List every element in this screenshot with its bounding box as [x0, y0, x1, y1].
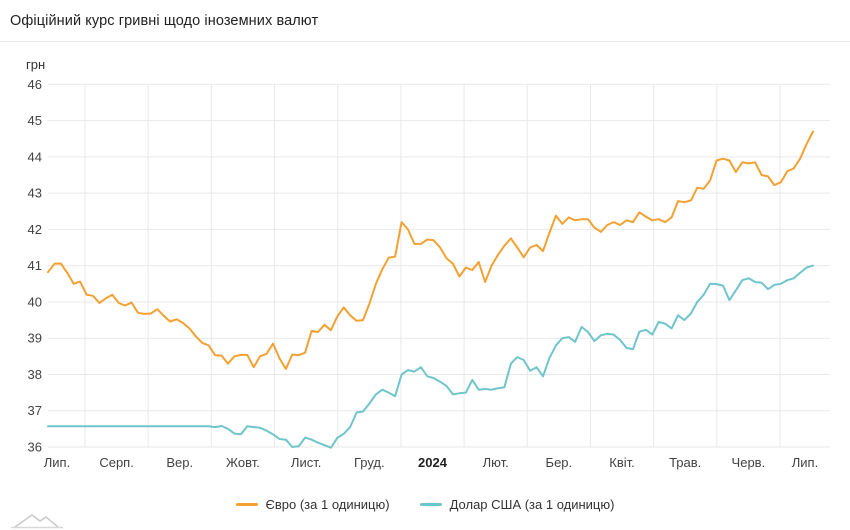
usd-series-line — [47, 264, 814, 449]
legend-label-euro: Євро (за 1 одиницю) — [265, 497, 390, 512]
chart-area: 46 45 44 43 42 41 40 39 38 37 36 грн Лип. Серп. Вер. Жо… — [0, 42, 850, 492]
x-axis-tick-label: Лип. — [44, 455, 70, 470]
x-axis-tick-label: Груд. — [354, 455, 385, 470]
x-axis-tick-label: 2024 — [418, 455, 448, 470]
mountains-watermark-logo — [11, 514, 63, 529]
x-axis-tick-label: Вер. — [166, 455, 193, 470]
usd-line-swatch — [419, 503, 442, 506]
y-axis-tick-label: 36 — [28, 440, 42, 455]
chart-legend: Євро (за 1 одиницю) Долар США (за 1 один… — [0, 497, 850, 512]
x-axis-tick-label: Трав. — [669, 455, 701, 470]
x-axis-tick-label: Черв. — [732, 455, 766, 470]
y-axis-tick-label: 45 — [28, 113, 42, 128]
y-axis-tick-label: 43 — [28, 186, 42, 201]
y-axis-tick-label: 41 — [28, 258, 42, 273]
x-axis-tick-label: Бер. — [546, 455, 573, 470]
euro-line-swatch — [235, 503, 258, 506]
y-axis-tick-label: 40 — [28, 294, 42, 309]
x-axis-tick-label: Квіт. — [609, 455, 635, 470]
y-axis-tick-label: 39 — [28, 331, 42, 346]
euro-series-line — [47, 130, 814, 370]
x-axis-tick-label: Серп. — [99, 455, 134, 470]
page-title: Офіційний курс гривні щодо іноземних вал… — [10, 12, 319, 29]
y-axis-tick-label: 44 — [28, 149, 42, 164]
exchange-rate-chart[interactable]: 46 45 44 43 42 41 40 39 38 37 36 грн Лип. Серп. Вер. Жо… — [0, 42, 850, 492]
x-axis-tick-label: Жовт. — [226, 455, 260, 470]
y-axis-tick-label: 38 — [28, 367, 42, 382]
y-axis-tick-label: 46 — [28, 77, 42, 92]
y-axis-tick-label: 37 — [28, 403, 42, 418]
header: Офіційний курс гривні щодо іноземних вал… — [0, 0, 850, 42]
x-axis-tick-label: Лют. — [483, 455, 509, 470]
x-axis-tick-label: Лип. — [792, 455, 818, 470]
legend-item-euro[interactable]: Євро (за 1 одиницю) — [235, 497, 390, 512]
y-axis-unit-label: грн — [26, 57, 45, 72]
y-axis-tick-label: 42 — [28, 222, 42, 237]
x-axis-tick-label: Лист. — [291, 455, 321, 470]
legend-label-usd: Долар США (за 1 одиницю) — [449, 497, 615, 512]
legend-item-usd[interactable]: Долар США (за 1 одиницю) — [419, 497, 615, 512]
